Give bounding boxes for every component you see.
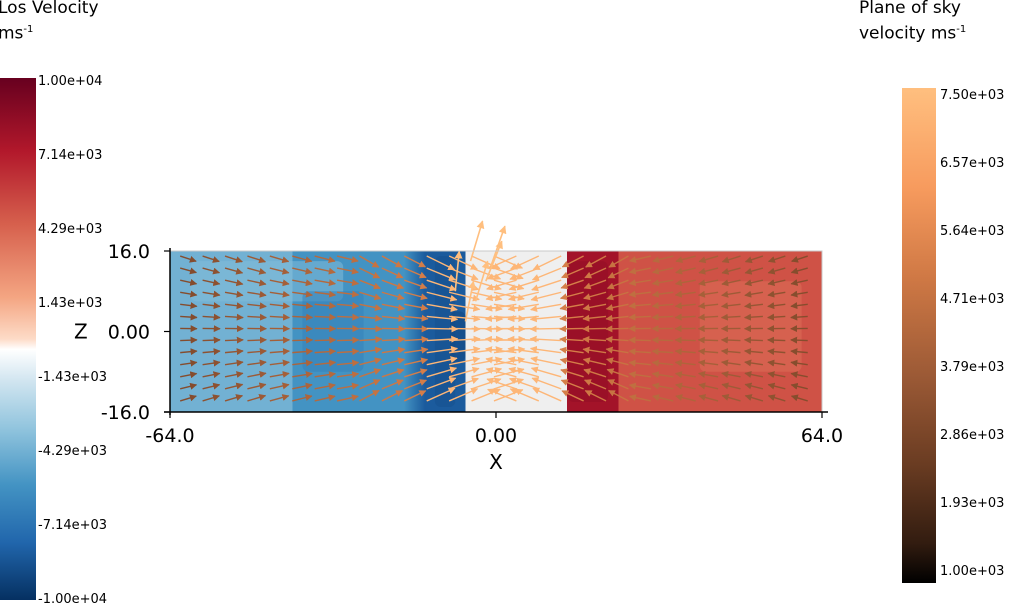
vector-arrow-224 (629, 340, 651, 341)
x-tick-label-0: -64.0 (145, 425, 194, 447)
x-tick-label-1: 0.00 (475, 425, 517, 447)
vector-arrow-203 (180, 340, 197, 341)
vector-arrow-208 (292, 340, 312, 341)
y-axis-label: Z (74, 320, 88, 344)
y-tick-label-2: -16.0 (101, 402, 150, 424)
vector-arrow-204 (203, 340, 220, 341)
vector-arrow-194 (606, 328, 628, 329)
vector-arrow-226 (675, 340, 695, 341)
vector-arrow-191 (530, 328, 561, 329)
vector-arrow-229 (745, 340, 763, 341)
vector-arrow-227 (698, 340, 718, 341)
vector-arrow-230 (768, 340, 786, 341)
x-axis-label: X (489, 450, 503, 474)
vector-arrow-182 (359, 328, 381, 329)
vector-arrow-210 (337, 340, 359, 341)
vector-arrow-207 (270, 340, 290, 341)
vector-arrow-231 (791, 340, 808, 341)
y-tick-label-1: 0.00 (108, 322, 150, 344)
vector-arrow-206 (247, 340, 266, 341)
y-tick-label-0: 16.0 (108, 241, 150, 263)
field-patch-1 (302, 291, 363, 372)
vector-arrow-225 (652, 340, 673, 341)
vector-arrow-209 (315, 340, 336, 341)
x-tick-label-2: 64.0 (801, 425, 843, 447)
vector-arrow-205 (225, 340, 243, 341)
vector-arrow-228 (722, 340, 741, 341)
